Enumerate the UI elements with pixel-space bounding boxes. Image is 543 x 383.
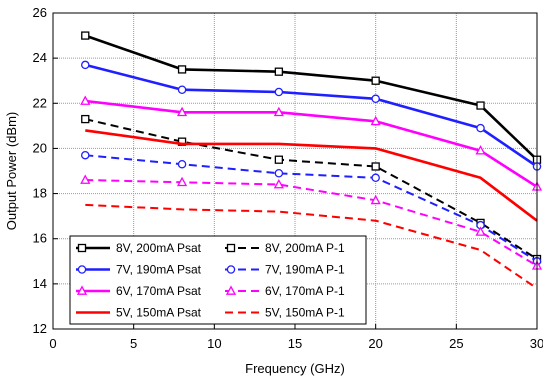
legend-label: 8V, 200mA Psat [116,241,202,255]
series-6v-170ma-psat [80,95,543,191]
legend-label: 5V, 150mA Psat [116,306,202,320]
data-point-marker [226,265,236,274]
data-point-marker [274,67,284,76]
series-5v-150ma-psat [85,129,538,222]
y-tick-label: 26 [33,5,47,20]
data-point-marker [273,178,284,189]
y-tick-label: 12 [33,321,47,336]
x-tick-label: 30 [530,336,543,351]
series-line [85,154,538,263]
legend-item: 6V, 170mA Psat [76,284,202,298]
data-point-marker [274,169,284,178]
legend: 8V, 200mA Psat 8V, 200mA P-1 7V, 190mA Psa… [69,235,367,325]
y-tick-label: 24 [33,50,47,65]
y-tick-label: 16 [33,231,47,246]
data-point-marker [475,145,486,155]
x-tick-label: 10 [207,336,221,351]
data-point-marker [81,60,90,70]
data-point-marker [77,265,87,274]
data-point-marker [81,114,90,124]
x-tick-label: 25 [449,336,463,351]
series-line [85,179,538,267]
data-point-marker [371,76,380,85]
legend-item: 6V, 170mA P-1 [225,284,345,298]
legend-item: 8V, 200mA Psat [76,241,202,255]
data-point-marker [273,106,284,117]
legend-item: 7V, 190mA P-1 [225,263,345,277]
data-point-marker [177,85,187,94]
series-7v-190ma-p-1 [81,150,542,266]
legend-item: 7V, 190mA Psat [76,263,202,277]
data-point-marker [274,155,284,164]
x-tick-label: 15 [288,336,302,351]
data-point-marker [476,101,485,110]
series-line [85,99,538,188]
legend-label: 5V, 150mA P-1 [265,306,345,320]
legend-label: 6V, 170mA Psat [116,284,202,298]
x-tick-label: 20 [368,336,382,351]
legend-label: 6V, 170mA P-1 [265,284,345,298]
data-point-marker [176,176,188,187]
data-point-marker [176,106,188,117]
y-axis-label: Output Power (dBm) [4,112,19,231]
data-point-marker [80,174,91,184]
legend-box [69,235,367,325]
x-tick-label: 5 [130,336,137,351]
legend-item: 5V, 150mA P-1 [225,306,345,320]
data-point-marker [76,285,88,295]
series-line [85,118,538,260]
data-point-marker [370,194,381,205]
y-tick-label: 20 [33,140,47,155]
data-point-marker [226,243,236,253]
series-line [84,63,538,168]
data-point-marker [274,87,284,97]
data-point-marker [80,95,91,105]
legend-label: 7V, 190mA P-1 [265,263,345,277]
series-5v-150ma-p-1 [85,203,538,290]
legend-item: 8V, 200mA P-1 [225,241,345,255]
data-point-marker [371,173,380,183]
axis-ticks: 12 14 16 18 20 22 24 26 0 5 10 15 20 25 30 [33,5,543,351]
data-point-marker [476,123,485,133]
data-point-marker [177,159,187,169]
y-tick-label: 14 [33,276,47,291]
series-8v-200ma-psat [81,31,542,164]
series-line [84,34,538,161]
data-point-marker [371,94,380,104]
data-point-marker [225,285,237,295]
data-point-marker [475,226,486,236]
data-point-marker [77,243,87,253]
y-tick-label: 18 [33,186,47,201]
y-tick-label: 22 [33,95,47,110]
data-point-marker [370,115,381,126]
series-line [85,129,538,222]
legend-label: 8V, 200mA P-1 [265,241,345,255]
x-tick-label: 0 [49,336,56,351]
legend-item: 5V, 150mA Psat [76,306,202,320]
data-point-marker [371,162,380,171]
data-point-marker [81,31,90,40]
data-point-marker [81,150,90,160]
legend-label: 7V, 190mA Psat [116,263,202,277]
plot-series [80,31,543,290]
data-point-marker [177,65,187,74]
series-line [85,203,538,290]
x-axis-label: Frequency (GHz) [245,361,345,376]
